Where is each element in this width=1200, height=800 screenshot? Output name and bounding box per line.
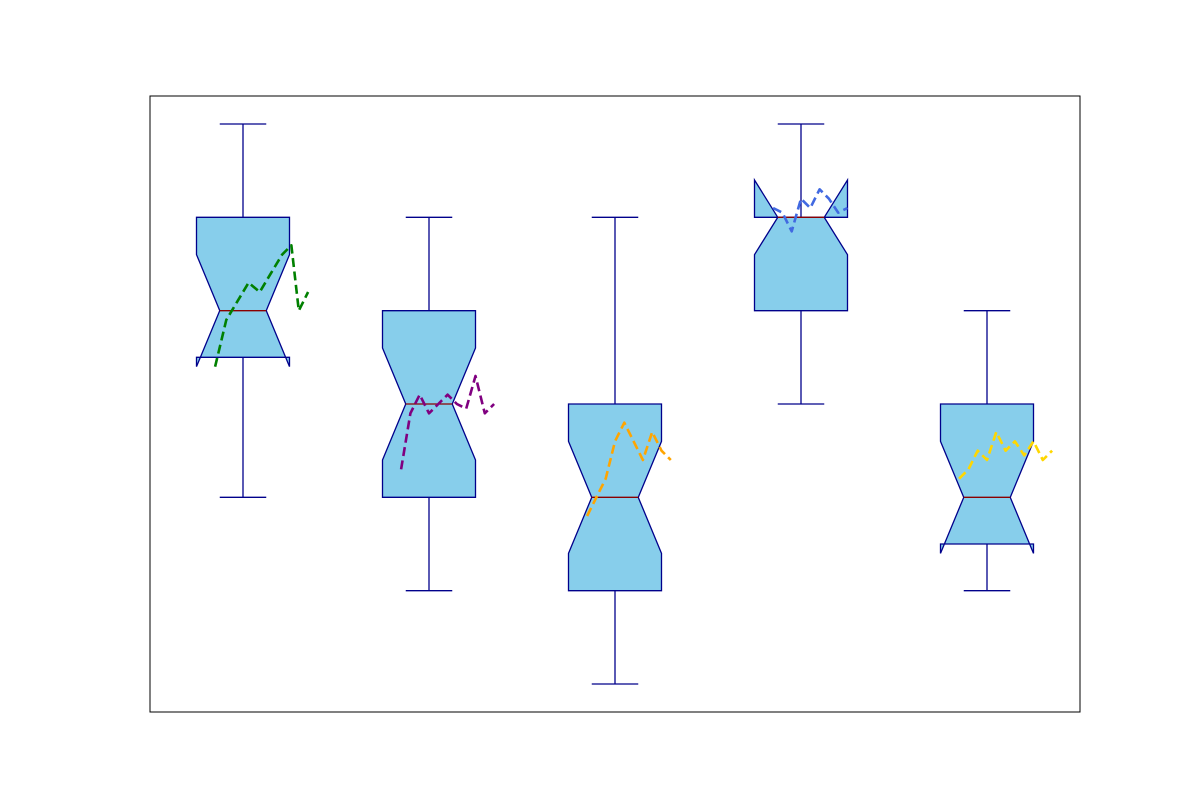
overlay-line-1	[213, 244, 310, 367]
overlay-line-2	[399, 374, 496, 470]
box-5	[939, 403, 1035, 554]
chart-marks	[195, 123, 1054, 685]
overlay-line-3	[585, 421, 672, 517]
overlay-line-5	[958, 430, 1054, 480]
box-4	[753, 177, 849, 312]
plot-frame	[149, 95, 1081, 713]
overlay-line-4	[772, 188, 849, 233]
box-1	[195, 216, 291, 367]
